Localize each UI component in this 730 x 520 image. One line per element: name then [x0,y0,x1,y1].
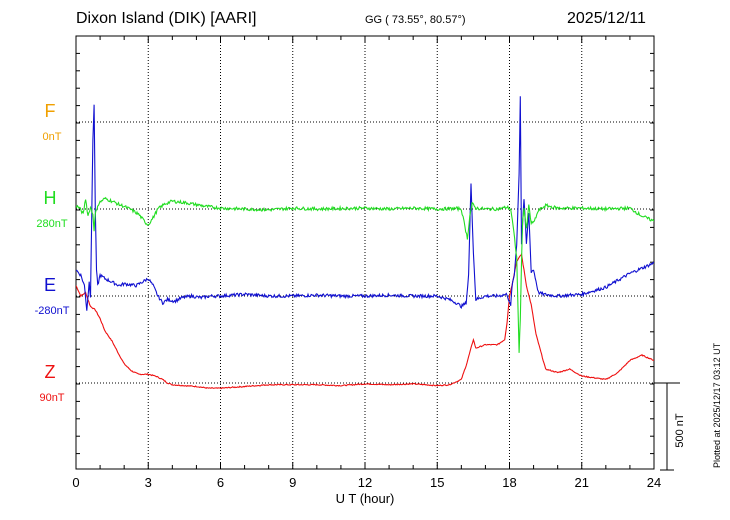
x-tick-label: 9 [289,475,296,490]
series-line-H [76,196,654,353]
x-tick-label: 0 [72,475,79,490]
channel-baseline-H: 280nT [36,218,67,230]
channel-label-F: F [45,101,56,121]
geographic-coordinates: GG ( 73.55°, 80.57°) [365,14,466,26]
station-title: Dixon Island (DIK) [AARI] [76,10,257,27]
scale-bar: 500 nT [654,382,686,471]
x-tick-label: 12 [358,475,372,490]
x-tick-label: 18 [502,475,516,490]
x-axis-label: U T (hour) [336,491,395,506]
channel-baseline-Z: 90nT [39,392,64,404]
channel-label-H: H [44,188,57,208]
x-axis: 0 3 6 9 12 15 18 21 24 U T (hour) [72,475,661,506]
series-line-E [76,96,654,311]
axis-ticks [75,35,655,469]
plotted-timestamp: Plotted at 2025/12/17 03:12 UT [712,342,722,468]
x-tick-label: 3 [145,475,152,490]
x-tick-label: 15 [430,475,444,490]
x-tick-label: 21 [575,475,589,490]
chart-date: 2025/12/11 [567,10,646,27]
channel-label-E: E [44,275,56,295]
channel-baseline-E: -280nT [35,305,70,317]
x-tick-label: 24 [647,475,661,490]
scale-bar-label: 500 nT [674,413,686,448]
series-line-Z [76,252,654,390]
x-tick-label: 6 [217,475,224,490]
channel-labels: F 0nT H 280nT E -280nT Z 90nT [35,101,70,404]
grid-lines [75,35,655,470]
series-lines [76,96,654,390]
channel-label-Z: Z [45,362,56,382]
channel-baseline-F: 0nT [43,131,62,143]
